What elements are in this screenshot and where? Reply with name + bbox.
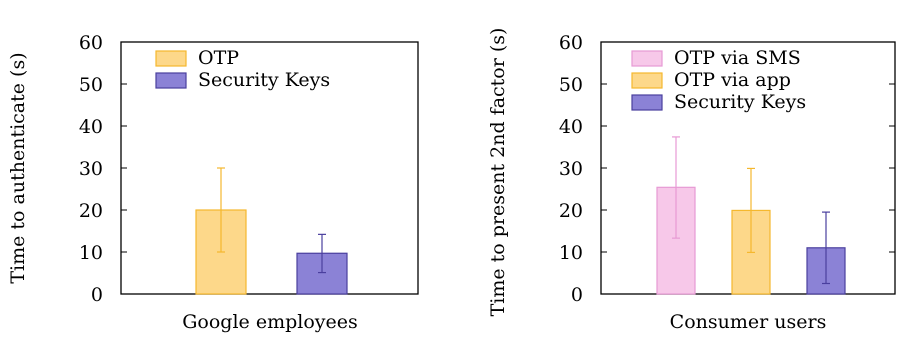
y-tick-label: 20 <box>559 200 583 222</box>
y-tick-label: 50 <box>79 74 103 96</box>
legend-swatch <box>631 72 663 89</box>
x-axis-label-1: Google employees <box>182 311 358 333</box>
y-tick-label: 40 <box>559 116 583 138</box>
y-tick-label: 0 <box>571 284 583 306</box>
legend-swatch <box>631 50 663 67</box>
legend-label: Security Keys <box>198 69 330 91</box>
y-tick-label: 0 <box>91 284 103 306</box>
y-axis-label-2: Time to present 2nd factor (s) <box>487 28 509 317</box>
y-axis-2: 0 10 20 30 40 50 60 <box>559 32 895 306</box>
legend-swatch <box>631 94 663 111</box>
y-tick-label: 20 <box>79 200 103 222</box>
bars-1 <box>195 167 348 295</box>
legend-label: OTP via app <box>674 69 791 91</box>
y-tick-label: 30 <box>559 158 583 180</box>
legend-label: Security Keys <box>674 91 806 113</box>
legend-label: OTP <box>198 47 239 69</box>
legend-swatch <box>155 50 187 67</box>
y-tick-label: 60 <box>79 32 103 54</box>
y-tick-label: 40 <box>79 116 103 138</box>
y-tick-label: 60 <box>559 32 583 54</box>
y-tick-label: 30 <box>79 158 103 180</box>
bars-2 <box>656 136 846 295</box>
y-tick-label: 50 <box>559 74 583 96</box>
x-axis-label-2: Consumer users <box>670 311 827 333</box>
legend-swatch <box>155 72 187 89</box>
y-axis-label-1: Time to authenticate (s) <box>7 52 29 283</box>
legend-label: OTP via SMS <box>674 47 801 69</box>
y-axis-1: 0 10 20 30 40 50 60 <box>79 32 127 306</box>
y-tick-label: 10 <box>79 242 103 264</box>
y-tick-label: 10 <box>559 242 583 264</box>
